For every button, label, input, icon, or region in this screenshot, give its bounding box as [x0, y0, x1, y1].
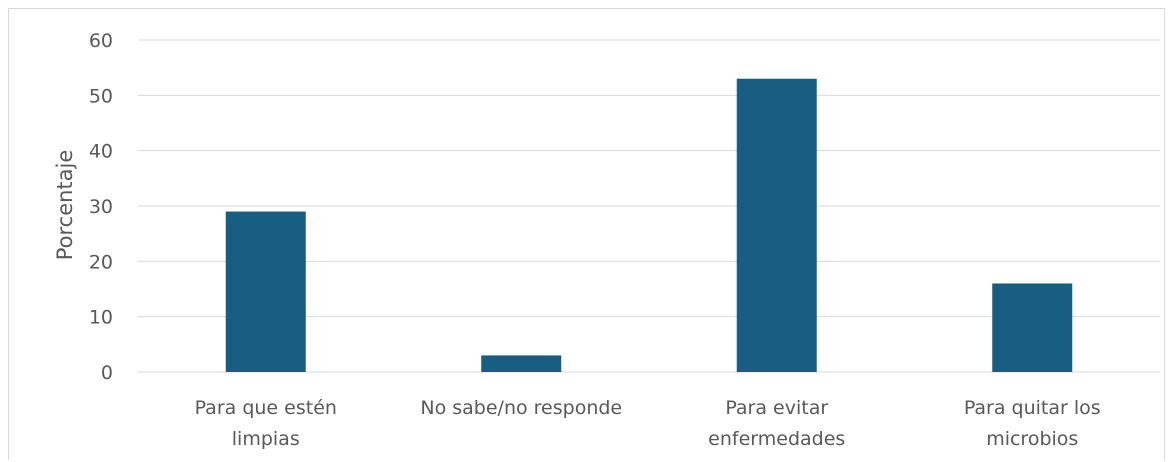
- x-category-label: No sabe/no responde: [420, 397, 622, 419]
- y-tick-label: 10: [89, 307, 113, 329]
- x-category-label: Para evitar enfermedades: [708, 397, 845, 450]
- y-tick-label: 0: [101, 362, 113, 384]
- y-tick-label: 20: [89, 251, 113, 273]
- gridlines: [138, 39, 1160, 373]
- y-axis-tick-labels: 0 10 20 30 40 50 60: [89, 30, 113, 384]
- bar-3: [736, 78, 817, 372]
- y-tick-label: 60: [89, 30, 113, 52]
- y-tick-label: 30: [89, 196, 113, 218]
- chart-area: [8, 8, 1165, 460]
- x-category-label: Para quitar los microbios: [964, 397, 1101, 450]
- x-category-label: Para que estén limpias: [195, 397, 337, 450]
- bars: [225, 78, 1073, 372]
- y-tick-label: 40: [89, 141, 113, 163]
- bar-2: [481, 355, 562, 372]
- bar-4: [992, 283, 1073, 372]
- y-tick-label: 50: [89, 85, 113, 107]
- bar-1: [225, 211, 306, 372]
- y-axis-title: Porcentaje: [53, 150, 77, 261]
- x-axis-category-labels: Para que estén limpias No sabe/no responde…: [195, 397, 1101, 450]
